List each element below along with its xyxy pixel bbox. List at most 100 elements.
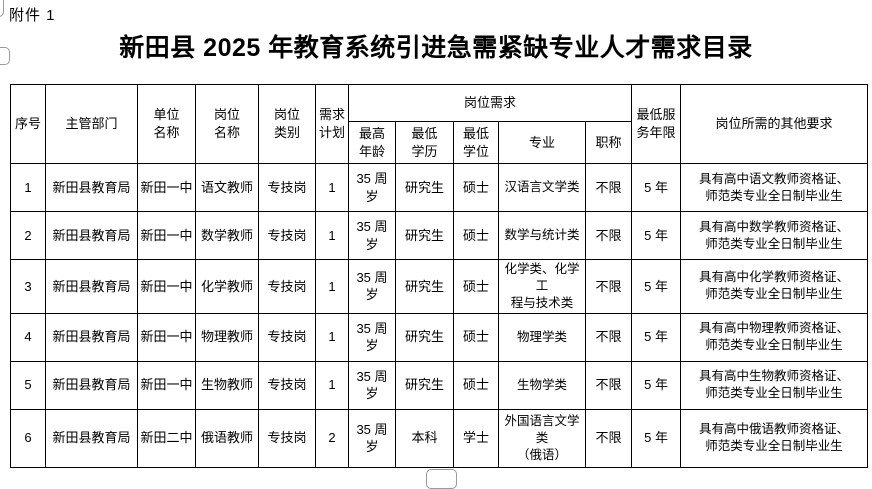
cell-max-age: 35 周岁	[348, 259, 396, 314]
cell-max-age: 35 周岁	[348, 360, 396, 410]
cell-min-education: 研究生	[395, 211, 454, 260]
cell-dept: 新田县教育局	[45, 163, 138, 212]
cell-position: 生物教师	[195, 360, 259, 410]
col-header-dept: 主管部门	[45, 84, 138, 164]
cell-unit: 新田一中	[137, 163, 196, 212]
cell-min-degree: 硕士	[453, 163, 499, 212]
col-header-seq: 序号	[10, 84, 46, 164]
cell-plan: 1	[315, 360, 349, 410]
cell-min-degree: 硕士	[453, 259, 499, 314]
cell-other-requirements: 具有高中生物教师资格证、 师范类专业全日制毕业生	[680, 360, 869, 410]
cell-category: 专技岗	[258, 408, 316, 468]
cell-professional-title: 不限	[584, 408, 633, 468]
table-row: 5 新田县教育局 新田一中 生物教师 专技岗 1 35 周岁 研究生 硕士 生物…	[10, 360, 869, 410]
col-header-other-requirements: 岗位所需的其他要求	[680, 84, 869, 164]
cell-category: 专技岗	[258, 259, 316, 314]
cell-min-service-years: 5 年	[631, 163, 682, 212]
cell-dept: 新田县教育局	[45, 259, 138, 314]
cell-plan: 2	[315, 408, 349, 468]
cell-min-education: 研究生	[395, 163, 454, 212]
cell-min-service-years: 5 年	[631, 360, 682, 410]
cell-dept: 新田县教育局	[45, 312, 138, 362]
cell-other-requirements: 具有高中语文教师资格证、 师范类专业全日制毕业生	[680, 163, 869, 212]
table-row: 3 新田县教育局 新田一中 化学教师 专技岗 1 35 周岁 研究生 硕士 化学…	[10, 259, 869, 314]
col-header-requirements-group: 岗位需求	[347, 84, 633, 122]
cell-min-education: 研究生	[395, 259, 454, 314]
cell-other-requirements: 具有高中数学教师资格证、 师范类专业全日制毕业生	[680, 211, 869, 260]
cell-unit: 新田一中	[137, 312, 196, 362]
attachment-label: 附件 1	[9, 7, 56, 24]
cell-plan: 1	[315, 259, 349, 314]
cell-major: 汉语言文学类	[498, 163, 586, 212]
col-header-major: 专业	[498, 121, 586, 164]
cell-min-service-years: 5 年	[631, 312, 682, 362]
cell-unit: 新田二中	[137, 408, 196, 468]
cell-major: 数学与统计类	[498, 211, 586, 260]
cell-professional-title: 不限	[584, 312, 633, 362]
cell-min-service-years: 5 年	[631, 211, 682, 260]
cell-major: 化学类、化学工 程与技术类	[498, 259, 586, 314]
cell-seq: 2	[10, 211, 46, 260]
talent-demand-table: 序号 主管部门 单位 名称 岗位 名称 岗位 类别 需求 计划 岗位需求 最低服…	[10, 84, 869, 468]
cell-max-age: 35 周岁	[348, 312, 396, 362]
cell-major: 物理学类	[498, 312, 586, 362]
cell-min-degree: 硕士	[453, 360, 499, 410]
cell-max-age: 35 周岁	[348, 211, 396, 260]
table-row: 1 新田县教育局 新田一中 语文教师 专技岗 1 35 周岁 研究生 硕士 汉语…	[10, 163, 869, 212]
cell-plan: 1	[315, 211, 349, 260]
cell-dept: 新田县教育局	[45, 211, 138, 260]
col-header-max-age: 最高 年龄	[348, 121, 396, 164]
table-row: 6 新田县教育局 新田二中 俄语教师 专技岗 2 35 周岁 本科 学士 外国语…	[10, 408, 869, 468]
cell-min-service-years: 5 年	[631, 408, 682, 468]
cell-major: 生物学类	[498, 360, 586, 410]
cell-seq: 1	[10, 163, 46, 212]
cell-max-age: 35 周岁	[348, 163, 396, 212]
cell-category: 专技岗	[258, 211, 316, 260]
col-header-plan: 需求 计划	[315, 84, 349, 164]
cell-min-education: 研究生	[395, 312, 454, 362]
cell-major: 外国语言文学类 （俄语）	[498, 408, 586, 468]
col-header-position: 岗位 名称	[195, 84, 259, 164]
col-header-category: 岗位 类别	[258, 84, 316, 164]
col-header-professional-title: 职称	[584, 121, 633, 164]
cell-min-degree: 学士	[453, 408, 499, 468]
cell-plan: 1	[315, 163, 349, 212]
cropped-widget-left-edge[interactable]	[0, 47, 10, 65]
cell-other-requirements: 具有高中化学教师资格证、 师范类专业全日制毕业生	[680, 259, 869, 314]
cell-position: 化学教师	[195, 259, 259, 314]
table-row: 4 新田县教育局 新田一中 物理教师 专技岗 1 35 周岁 研究生 硕士 物理…	[10, 312, 869, 362]
cell-professional-title: 不限	[584, 360, 633, 410]
cell-category: 专技岗	[258, 163, 316, 212]
cell-position: 数学教师	[195, 211, 259, 260]
cell-position: 语文教师	[195, 163, 259, 212]
cell-seq: 5	[10, 360, 46, 410]
cell-min-service-years: 5 年	[631, 259, 682, 314]
cell-max-age: 35 周岁	[348, 408, 396, 468]
cell-other-requirements: 具有高中俄语教师资格证、 师范类专业全日制毕业生	[680, 408, 869, 468]
col-header-min-education: 最低 学历	[395, 121, 454, 164]
cell-professional-title: 不限	[584, 163, 633, 212]
cell-position: 俄语教师	[195, 408, 259, 468]
cropped-widget-top-left[interactable]	[0, 0, 4, 17]
cell-min-degree: 硕士	[453, 211, 499, 260]
col-header-min-degree: 最低 学位	[453, 121, 499, 164]
cell-other-requirements: 具有高中物理教师资格证、 师范类专业全日制毕业生	[680, 312, 869, 362]
cell-seq: 4	[10, 312, 46, 362]
cell-category: 专技岗	[258, 360, 316, 410]
cropped-widget-bottom[interactable]	[426, 469, 457, 489]
cell-professional-title: 不限	[584, 211, 633, 260]
cell-dept: 新田县教育局	[45, 408, 138, 468]
page-title: 新田县 2025 年教育系统引进急需紧缺专业人才需求目录	[119, 34, 753, 62]
col-header-unit: 单位 名称	[137, 84, 196, 164]
cell-position: 物理教师	[195, 312, 259, 362]
cell-plan: 1	[315, 312, 349, 362]
col-header-min-service-years: 最低服 务年限	[631, 84, 682, 164]
cell-dept: 新田县教育局	[45, 360, 138, 410]
cell-unit: 新田一中	[137, 259, 196, 314]
cell-unit: 新田一中	[137, 360, 196, 410]
cell-seq: 6	[10, 408, 46, 468]
cell-min-education: 本科	[395, 408, 454, 468]
table-row: 2 新田县教育局 新田一中 数学教师 专技岗 1 35 周岁 研究生 硕士 数学…	[10, 211, 869, 260]
cell-category: 专技岗	[258, 312, 316, 362]
cell-unit: 新田一中	[137, 211, 196, 260]
